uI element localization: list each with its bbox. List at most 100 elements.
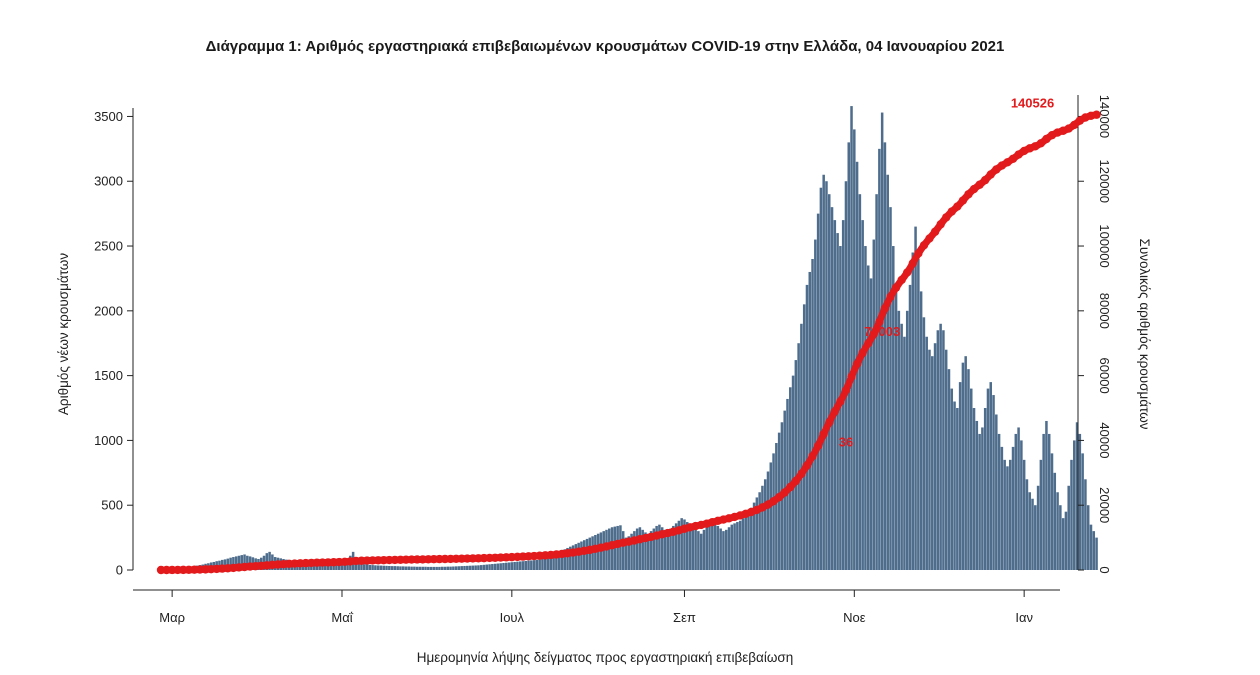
bar bbox=[736, 522, 739, 570]
bar bbox=[574, 544, 578, 570]
bar bbox=[1020, 440, 1023, 570]
bar bbox=[591, 536, 594, 570]
bar bbox=[232, 557, 235, 570]
cumulative-point bbox=[891, 283, 901, 292]
bar bbox=[246, 555, 249, 570]
bar bbox=[875, 194, 878, 570]
bar bbox=[1028, 492, 1031, 570]
bar bbox=[452, 566, 455, 570]
bar bbox=[538, 559, 541, 570]
x-tick-label: Μαρ bbox=[159, 610, 185, 625]
bar bbox=[432, 566, 436, 570]
bar bbox=[393, 566, 397, 570]
right-axis-ticks: 0 20000 40000 60000 80000 100000 120000 140000 bbox=[1078, 95, 1112, 574]
bar bbox=[663, 529, 667, 570]
bar bbox=[435, 566, 438, 570]
cumulative-point bbox=[797, 469, 806, 478]
bar bbox=[376, 565, 380, 570]
cumulative-point bbox=[886, 292, 895, 302]
bar bbox=[546, 557, 550, 570]
bar bbox=[844, 181, 848, 571]
bar bbox=[449, 566, 452, 570]
bar bbox=[825, 181, 828, 571]
bar bbox=[900, 323, 903, 570]
bar bbox=[237, 555, 241, 570]
bar bbox=[566, 547, 569, 570]
y2-tick-label: 40000 bbox=[1097, 422, 1112, 458]
bar bbox=[365, 564, 369, 570]
bar bbox=[674, 523, 678, 570]
x-tick-label: Μαΐ bbox=[331, 610, 353, 625]
annotation-label: 70003 bbox=[864, 324, 900, 339]
bar bbox=[516, 561, 519, 570]
bar bbox=[727, 527, 731, 570]
y-tick-label: 1500 bbox=[94, 368, 123, 383]
bar bbox=[1084, 479, 1087, 570]
bar bbox=[1081, 453, 1084, 570]
bar bbox=[491, 564, 494, 570]
cumulative-point bbox=[930, 227, 940, 236]
bar bbox=[972, 408, 976, 570]
bar bbox=[488, 564, 491, 570]
bar bbox=[975, 420, 979, 570]
bar bbox=[978, 433, 981, 570]
bar bbox=[332, 564, 335, 570]
bar bbox=[312, 563, 316, 570]
bar bbox=[1095, 537, 1098, 570]
bar bbox=[1034, 505, 1037, 570]
y-tick-label: 3000 bbox=[94, 174, 123, 189]
bar bbox=[307, 563, 310, 570]
cumulative-point bbox=[903, 268, 912, 277]
bar bbox=[866, 265, 870, 570]
cumulative-point bbox=[953, 202, 962, 211]
bar bbox=[802, 304, 806, 570]
chart-title: Διάγραμμα 1: Αριθμός εργαστηριακά επιβεβ… bbox=[206, 38, 1005, 55]
bar bbox=[569, 546, 572, 570]
bar bbox=[357, 562, 360, 570]
bar bbox=[454, 566, 458, 570]
bar bbox=[758, 492, 761, 570]
bar bbox=[697, 531, 700, 570]
bar bbox=[878, 148, 881, 570]
bar bbox=[404, 566, 408, 570]
bar bbox=[685, 522, 689, 570]
cumulative-point bbox=[925, 234, 934, 243]
bar bbox=[1067, 485, 1070, 570]
bar bbox=[942, 330, 945, 570]
bar bbox=[766, 471, 770, 570]
cumulative-point bbox=[836, 397, 845, 406]
cumulative-point bbox=[914, 249, 923, 258]
bar bbox=[390, 566, 394, 570]
bar bbox=[624, 537, 628, 570]
bar bbox=[585, 538, 589, 570]
bar bbox=[939, 323, 942, 570]
bar bbox=[897, 310, 901, 570]
bar bbox=[666, 531, 670, 570]
bar bbox=[733, 523, 736, 570]
cumulative-point bbox=[808, 451, 817, 461]
cumulative-series bbox=[156, 110, 1101, 575]
x-tick-label: Ιουλ bbox=[500, 610, 525, 625]
cumulative-point bbox=[986, 170, 995, 179]
bar bbox=[321, 564, 324, 570]
left-axis-ticks: 0 500 1000 1500 2000 2500 3000 3500 bbox=[94, 109, 133, 578]
bar bbox=[986, 388, 990, 570]
bar bbox=[385, 565, 388, 570]
bar bbox=[368, 564, 372, 570]
annotations-layer: 36 70003 140526 bbox=[839, 96, 1054, 450]
bar bbox=[789, 387, 792, 570]
cumulative-point bbox=[825, 418, 834, 427]
bar bbox=[621, 531, 625, 570]
bar bbox=[527, 560, 530, 570]
bar bbox=[1056, 492, 1059, 570]
cumulative-point bbox=[941, 213, 951, 222]
bar bbox=[1064, 511, 1068, 570]
bar bbox=[1008, 459, 1012, 570]
bar bbox=[1073, 440, 1076, 570]
cumulative-point bbox=[802, 461, 812, 470]
bar bbox=[1003, 459, 1006, 570]
bar bbox=[961, 362, 965, 570]
bar bbox=[775, 443, 778, 570]
bar bbox=[992, 395, 995, 570]
bar bbox=[552, 554, 555, 570]
